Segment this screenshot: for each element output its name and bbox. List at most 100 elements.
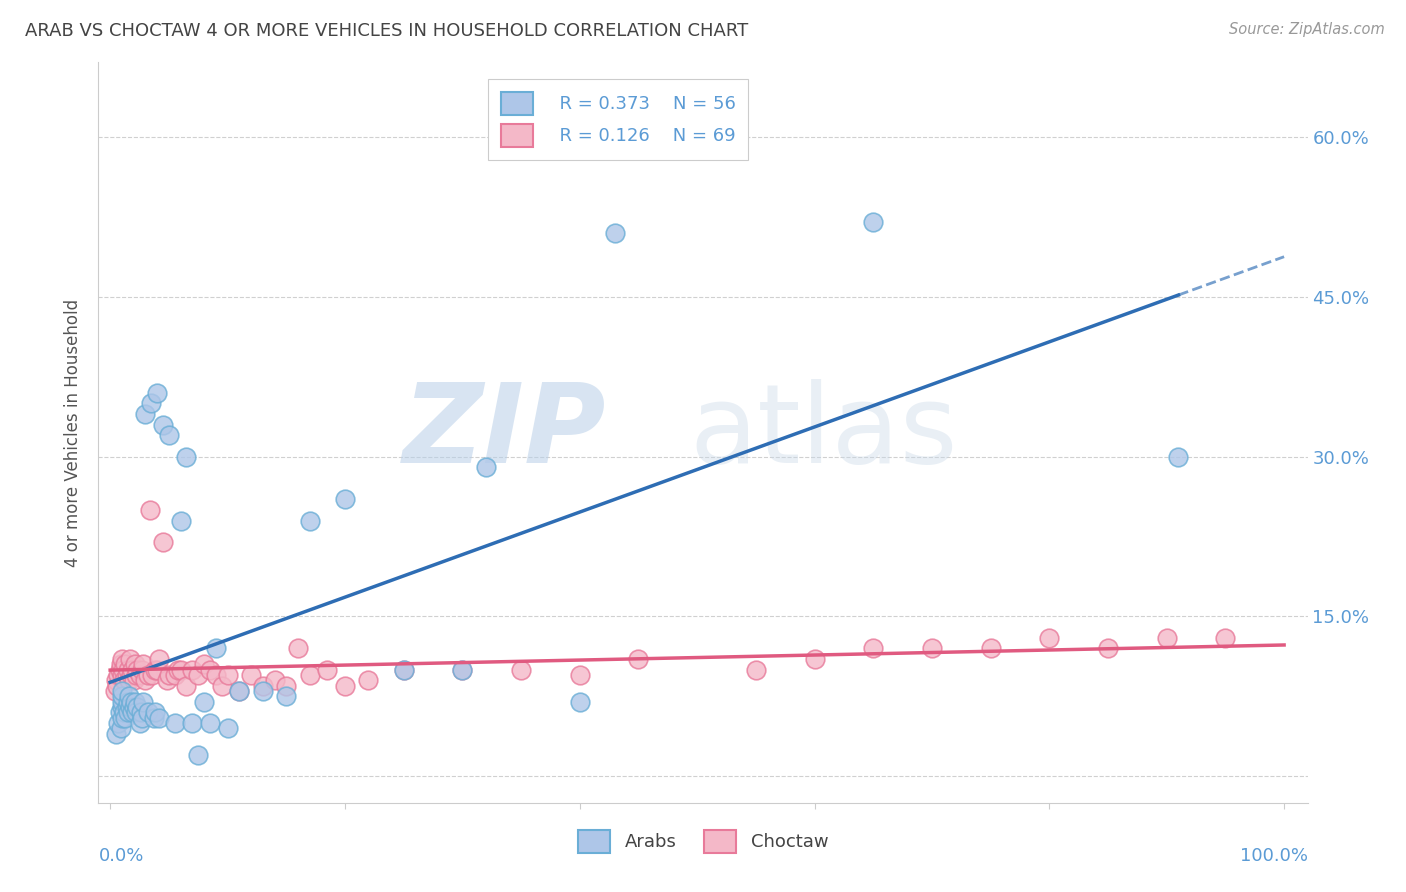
Point (187, 747, 209, 762)
Point (333, 679, 356, 693)
Point (117, 705, 139, 719)
Point (627, 652, 650, 666)
Point (228, 684, 250, 698)
Point (120, 700, 142, 714)
Point (127, 663, 149, 677)
Point (157, 428, 180, 442)
Point (193, 657, 215, 672)
Point (136, 668, 159, 682)
Point (1215, 631, 1237, 645)
Point (136, 705, 159, 719)
Point (112, 705, 135, 719)
Point (451, 663, 474, 677)
Point (111, 652, 134, 666)
Point (142, 710, 165, 724)
Point (333, 492, 356, 507)
Point (125, 705, 148, 719)
Point (114, 710, 136, 724)
Point (181, 715, 204, 730)
Point (568, 668, 591, 682)
Point (134, 407, 156, 421)
Point (122, 700, 145, 714)
Text: 0.0%: 0.0% (98, 847, 143, 865)
Point (155, 673, 177, 688)
Point (132, 657, 155, 672)
Point (211, 679, 233, 693)
Point (124, 695, 146, 709)
Point (112, 663, 135, 677)
Point (141, 668, 163, 682)
Point (169, 663, 191, 677)
Point (862, 641, 884, 656)
Point (124, 657, 146, 672)
Point (129, 705, 152, 719)
Point (107, 715, 129, 730)
Point (143, 705, 166, 719)
Point (146, 385, 169, 400)
Point (451, 663, 474, 677)
Point (1097, 641, 1119, 656)
Text: ZIP: ZIP (402, 379, 606, 486)
Y-axis label: 4 or more Vehicles in Household: 4 or more Vehicles in Household (65, 299, 83, 566)
Point (169, 514, 191, 528)
Point (392, 663, 415, 677)
Point (204, 641, 226, 656)
Point (141, 396, 163, 410)
Point (121, 705, 143, 719)
Point (127, 700, 149, 714)
Point (131, 663, 153, 677)
Point (198, 663, 221, 677)
Point (803, 652, 825, 666)
Point (132, 695, 155, 709)
Point (148, 652, 170, 666)
Point (110, 721, 132, 735)
Point (510, 663, 533, 677)
Point (198, 715, 221, 730)
Point (568, 695, 591, 709)
Point (120, 695, 142, 709)
Point (1038, 631, 1060, 645)
Point (131, 710, 153, 724)
Point (111, 684, 134, 698)
Text: 100.0%: 100.0% (1240, 847, 1308, 865)
Point (167, 663, 190, 677)
Point (276, 679, 298, 693)
Point (105, 679, 128, 693)
Point (139, 503, 162, 517)
Point (112, 673, 135, 688)
Point (217, 721, 239, 735)
Point (475, 460, 498, 475)
Point (115, 668, 138, 682)
Point (118, 690, 141, 704)
Point (204, 668, 226, 682)
Text: Source: ZipAtlas.com: Source: ZipAtlas.com (1229, 22, 1385, 37)
Point (921, 641, 943, 656)
Point (181, 663, 204, 677)
Point (157, 668, 180, 682)
Point (603, 226, 626, 240)
Point (252, 679, 274, 693)
Point (134, 673, 156, 688)
Point (217, 668, 239, 682)
Point (143, 663, 166, 677)
Point (104, 684, 127, 698)
Point (276, 690, 298, 704)
Point (298, 668, 321, 682)
Point (125, 668, 148, 682)
Point (107, 668, 129, 682)
Point (111, 710, 134, 724)
Point (120, 652, 142, 666)
Point (252, 684, 274, 698)
Point (745, 663, 768, 677)
Point (316, 663, 339, 677)
Point (110, 657, 132, 672)
Point (187, 668, 209, 682)
Point (263, 673, 285, 688)
Point (298, 514, 321, 528)
Point (111, 668, 134, 682)
Point (121, 663, 143, 677)
Point (111, 690, 134, 704)
Point (128, 715, 150, 730)
Point (176, 679, 198, 693)
Point (115, 700, 138, 714)
